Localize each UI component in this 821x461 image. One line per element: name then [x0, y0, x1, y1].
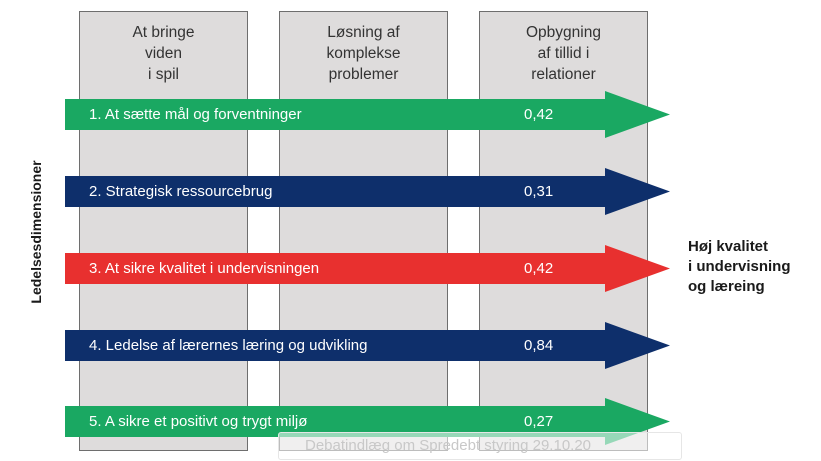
- dimension-arrow-2: 2. Strategisk ressourcebrug 0,31: [65, 168, 670, 215]
- arrow-label: 2. Strategisk ressourcebrug: [89, 183, 273, 200]
- arrow-value: 0,27: [524, 413, 554, 430]
- dimension-arrow-1: 1. At sætte mål og forventninger 0,42: [65, 91, 670, 138]
- column-at-bringe-viden: At bringe viden i spil: [79, 11, 248, 451]
- column-opbygning-af-tillid: Opbygning af tillid i relationer: [479, 11, 648, 451]
- dimension-arrow-3: 3. At sikre kvalitet i undervisningen 0,…: [65, 245, 670, 292]
- arrow-value: 0,31: [524, 183, 554, 200]
- side-label-container: Ledelsesdimensioner: [26, 156, 46, 308]
- watermark-text: Debatindlæg om Spredebt styring 29.10.20: [305, 437, 592, 454]
- side-label: Ledelsesdimensioner: [28, 160, 44, 304]
- arrow-label: 4. Ledelse af lærernes læring og udvikli…: [89, 337, 368, 354]
- outcome-label: Høj kvalitet i undervisning og læreing: [688, 238, 791, 295]
- arrow-value: 0,84: [524, 337, 554, 354]
- column-loesning-af-problemer: Løsning af komplekse problemer: [279, 11, 448, 451]
- arrow-shape: [65, 322, 670, 369]
- dimension-arrow-4: 4. Ledelse af lærernes læring og udvikli…: [65, 322, 670, 369]
- arrow-shape: [65, 168, 670, 215]
- column-header: Opbygning af tillid i relationer: [526, 24, 601, 83]
- column-header: At bringe viden i spil: [132, 24, 195, 83]
- arrow-label: 1. At sætte mål og forventninger: [89, 106, 302, 123]
- arrow-value: 0,42: [524, 260, 554, 277]
- arrow-shape: [65, 245, 670, 292]
- arrow-value: 0,42: [524, 106, 554, 123]
- column-header: Løsning af komplekse problemer: [326, 24, 401, 83]
- arrow-label: 3. At sikre kvalitet i undervisningen: [89, 260, 320, 277]
- watermark-box: Debatindlæg om Spredebt styring 29.10.20: [278, 432, 682, 460]
- arrow-label: 5. A sikre et positivt og trygt miljø: [89, 413, 308, 430]
- arrow-shape: [65, 91, 670, 138]
